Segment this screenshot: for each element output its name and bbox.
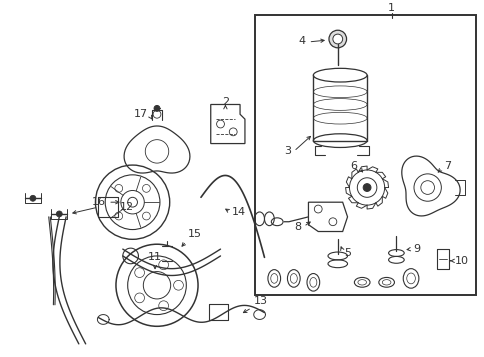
Circle shape (332, 34, 342, 44)
Text: 5: 5 (344, 248, 351, 258)
Circle shape (154, 105, 160, 111)
Text: 6: 6 (349, 161, 357, 171)
Text: 11: 11 (148, 252, 162, 262)
Text: 13: 13 (253, 296, 267, 306)
Circle shape (349, 170, 384, 205)
Circle shape (142, 185, 150, 192)
Text: 7: 7 (443, 161, 451, 171)
Circle shape (158, 301, 168, 311)
Circle shape (105, 175, 160, 230)
Text: 8: 8 (294, 222, 301, 232)
Circle shape (121, 191, 144, 214)
Circle shape (56, 211, 62, 217)
Circle shape (127, 197, 137, 207)
Text: 9: 9 (412, 244, 419, 254)
Circle shape (115, 185, 122, 192)
Circle shape (158, 260, 168, 270)
Text: 1: 1 (387, 2, 394, 12)
Circle shape (116, 244, 197, 326)
Text: 4: 4 (298, 36, 305, 46)
Circle shape (363, 183, 370, 191)
Text: 14: 14 (232, 207, 246, 217)
Circle shape (95, 165, 169, 239)
Circle shape (173, 280, 183, 290)
Text: 10: 10 (454, 256, 468, 266)
Text: 12: 12 (120, 202, 134, 212)
Circle shape (127, 256, 186, 315)
Circle shape (135, 293, 144, 303)
Circle shape (143, 272, 170, 299)
Text: 16: 16 (92, 197, 106, 207)
Text: 17: 17 (134, 109, 148, 119)
Circle shape (142, 212, 150, 220)
Circle shape (115, 212, 122, 220)
Text: 2: 2 (221, 97, 228, 107)
Bar (254, 15, 475, 295)
Text: 15: 15 (188, 229, 202, 239)
Circle shape (328, 30, 346, 48)
Text: 3: 3 (283, 146, 290, 156)
Circle shape (30, 195, 36, 201)
Circle shape (135, 268, 144, 277)
